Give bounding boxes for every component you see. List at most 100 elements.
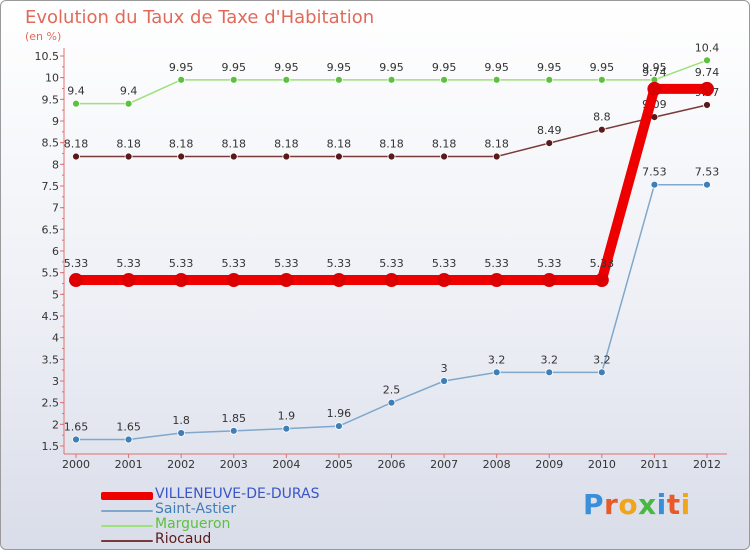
logo-letter: x	[638, 488, 657, 521]
x-tick-label: 2011	[640, 458, 668, 471]
y-tick-label: 10	[45, 72, 59, 85]
y-tick-label: 5	[52, 288, 59, 301]
data-label: 3.2	[541, 353, 559, 366]
data-label: 9.95	[222, 61, 247, 74]
x-tick-label: 2003	[220, 458, 248, 471]
data-label: 5.33	[222, 257, 247, 270]
y-tick-label: 8.5	[42, 137, 60, 150]
data-label: 1.9	[278, 410, 296, 423]
data-point	[335, 422, 343, 430]
x-tick-label: 2001	[115, 458, 143, 471]
data-label: 9.95	[642, 61, 667, 74]
data-label: 9.95	[327, 61, 352, 74]
data-label: 5.33	[484, 257, 509, 270]
data-label: 1.96	[327, 407, 352, 420]
data-label: 8.18	[484, 138, 509, 151]
data-point	[72, 435, 80, 444]
data-point	[387, 398, 396, 407]
data-point	[492, 75, 501, 84]
y-tick-label: 4.5	[42, 310, 60, 323]
data-label: 7.53	[695, 166, 720, 179]
data-label: 9.74	[642, 66, 667, 79]
data-point	[440, 152, 448, 161]
legend-swatch	[101, 540, 153, 542]
x-tick-label: 2010	[588, 458, 616, 471]
data-point	[384, 273, 399, 288]
data-label: 8.18	[327, 138, 352, 151]
y-tick-label: 2	[52, 418, 59, 431]
x-tick-label: 2012	[693, 458, 721, 471]
data-label: 8.18	[274, 138, 299, 151]
data-label: 1.8	[172, 414, 190, 427]
y-tick-label: 4	[52, 332, 59, 345]
data-point	[594, 273, 609, 288]
data-label: 8.49	[537, 124, 562, 137]
legend-item-villeneuve: VILLENEUVE-DE-DURAS	[101, 486, 381, 503]
data-label: 1.85	[222, 412, 247, 425]
data-label: 9.95	[169, 61, 194, 74]
data-point	[177, 75, 186, 84]
data-point	[72, 99, 80, 108]
data-point	[177, 429, 186, 437]
data-label: 2.5	[383, 384, 401, 397]
data-point	[335, 152, 343, 161]
legend-label: Riocaud	[155, 531, 212, 547]
data-point	[703, 101, 711, 109]
data-label: 9.74	[695, 66, 720, 79]
data-point	[124, 435, 133, 444]
data-label: 8.18	[432, 138, 457, 151]
logo-letter: r	[604, 488, 619, 521]
data-label: 1.65	[116, 421, 141, 434]
data-point	[335, 75, 343, 84]
data-label: 9.95	[432, 61, 457, 74]
data-point	[700, 81, 714, 96]
logo-letter: P	[583, 488, 605, 521]
data-label: 5.33	[537, 257, 562, 270]
data-label: 9.4	[67, 85, 85, 98]
data-point	[229, 152, 238, 161]
data-point	[174, 273, 189, 288]
data-label: 5.33	[274, 257, 299, 270]
data-label: 8.18	[222, 138, 247, 151]
data-label: 8.18	[379, 138, 404, 151]
y-tick-label: 6	[52, 245, 59, 258]
y-tick-label: 1.5	[42, 440, 60, 453]
data-label: 3.2	[488, 353, 506, 366]
data-label: 9.4	[120, 85, 138, 98]
legend-swatch	[101, 525, 153, 527]
data-point	[545, 139, 554, 148]
data-label: 5.33	[327, 257, 352, 270]
data-label: 9.95	[274, 61, 299, 74]
data-label: 8.18	[64, 138, 89, 151]
data-point	[282, 75, 291, 84]
y-tick-label: 8	[52, 158, 59, 171]
data-label: 5.33	[590, 257, 615, 270]
data-point	[440, 75, 448, 84]
legend-item-riocaud: Riocaud	[101, 531, 381, 548]
x-tick-label: 2007	[430, 458, 458, 471]
series-line-villeneuve-de-duras	[71, 83, 712, 286]
x-tick-label: 2009	[535, 458, 563, 471]
proxiti-logo: Proxiti	[583, 488, 691, 521]
legend-swatch	[101, 492, 153, 500]
legend-item-margueron: Margueron	[101, 516, 381, 533]
chart-title: Evolution du Taux de Taxe d'Habitation	[25, 7, 375, 28]
y-tick-label: 6.5	[42, 223, 60, 236]
data-point	[437, 273, 452, 288]
data-point	[489, 273, 504, 288]
legend-label: Saint-Astier	[155, 501, 237, 517]
data-label: 5.33	[432, 257, 457, 270]
data-point	[69, 273, 83, 288]
data-label: 8.8	[593, 111, 611, 124]
data-point	[387, 75, 396, 84]
logo-letter: t	[666, 488, 681, 521]
logo-letter: i	[680, 488, 691, 521]
data-point	[492, 152, 501, 161]
data-label: 9.95	[537, 61, 562, 74]
data-label: 5.33	[169, 257, 194, 270]
data-point	[124, 99, 133, 108]
data-point	[542, 273, 557, 288]
chart-subtitle: (en %)	[25, 30, 62, 43]
logo-letter: o	[618, 488, 639, 521]
